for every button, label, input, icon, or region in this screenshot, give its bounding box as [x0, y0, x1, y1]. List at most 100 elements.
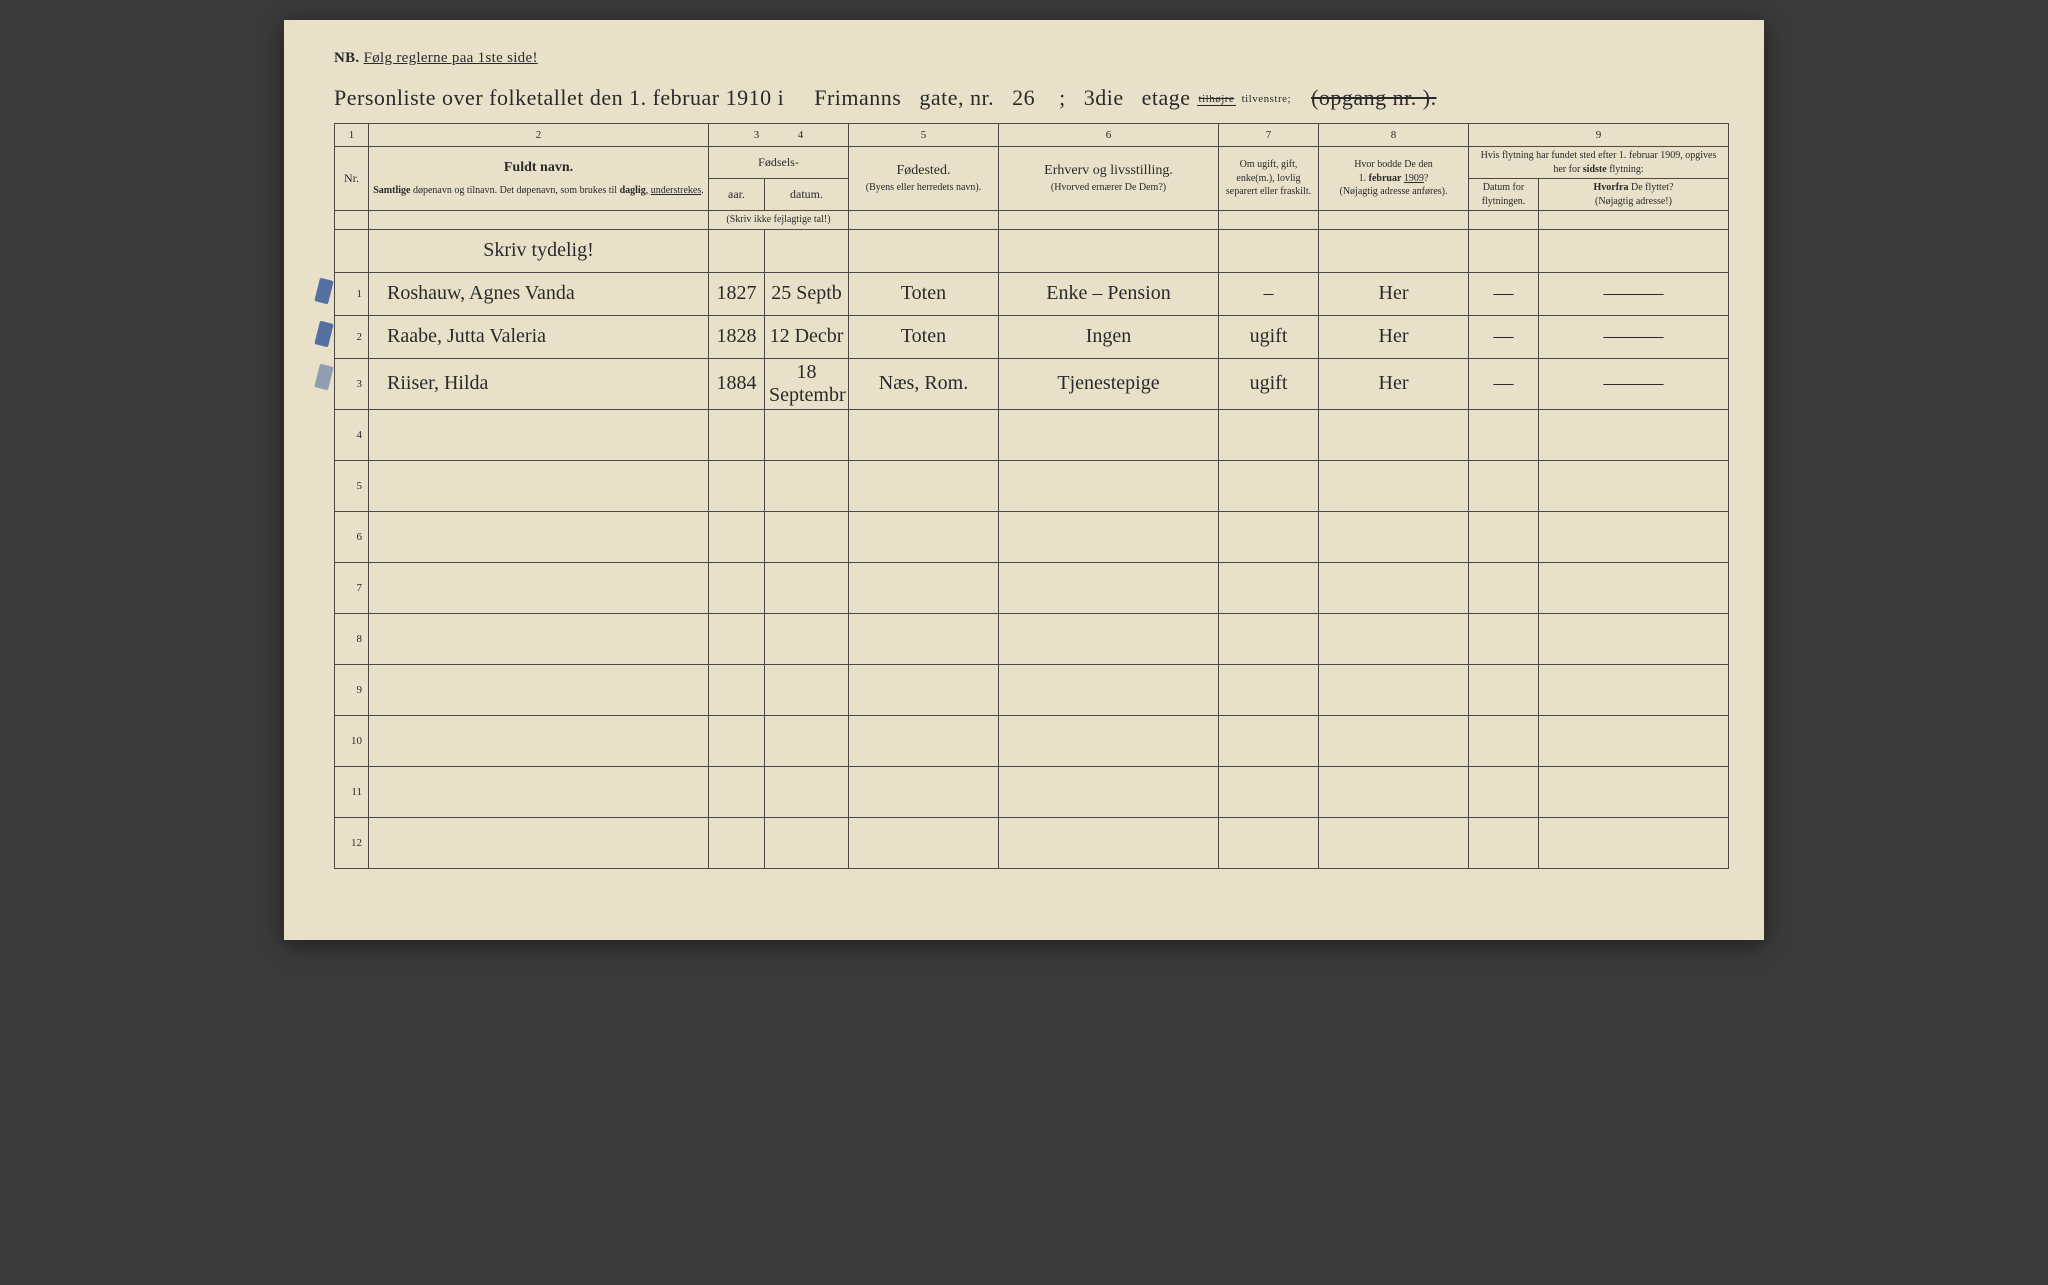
colnum-9: 9 — [1469, 124, 1729, 147]
cell-addr: Her — [1319, 272, 1469, 315]
row-nr: 4 — [335, 409, 369, 460]
hdr-fodested: Fødested. (Byens eller herredets navn). — [849, 147, 999, 211]
hdr-fodested-sub: (Byens eller herredets navn). — [853, 181, 994, 195]
hdr-addr1909-sub: (Nøjagtig adresse anføres). — [1323, 185, 1464, 199]
semicolon: ; — [1059, 85, 1066, 110]
empty-row: 5 — [335, 460, 1729, 511]
row-nr: 11 — [335, 766, 369, 817]
tilhoire: tilhøjre — [1197, 93, 1237, 106]
tilvenstre: tilvenstre; — [1240, 93, 1294, 105]
hdr-erhverv-sub: (Hvorved ernærer De Dem?) — [1003, 181, 1214, 195]
row-nr: 10 — [335, 715, 369, 766]
header-row-1: Nr. Fuldt navn. Samtlige døpenavn og til… — [335, 147, 1729, 179]
side-fraction: tilhøjre tilvenstre; — [1197, 94, 1294, 105]
colnum-5: 5 — [849, 124, 999, 147]
hdr-move-from: Hvorfra De flyttet? (Nøjagtig adresse!) — [1539, 179, 1729, 211]
cell-mdate: — — [1469, 272, 1539, 315]
empty-row: 12 — [335, 817, 1729, 868]
hdr-name-title: Fuldt navn. — [373, 159, 704, 178]
title-pre: Personliste over folketallet den 1. febr… — [334, 85, 784, 110]
hdr-fodsels-sub: (Skriv ikke fejlagtige tal!) — [709, 211, 849, 230]
check-mark — [314, 320, 333, 347]
row-nr: 7 — [335, 562, 369, 613]
hint-row: Skriv tydelig! — [335, 229, 1729, 272]
colnum-7: 7 — [1219, 124, 1319, 147]
hdr-addr1909-title: Hvor bodde De den1. februar 1909? — [1323, 158, 1464, 185]
empty-row: 4 — [335, 409, 1729, 460]
empty-row: 7 — [335, 562, 1729, 613]
empty-body: 4 5 6 7 8 9 10 11 12 — [335, 409, 1729, 868]
hdr-datum: datum. — [765, 179, 849, 211]
row-nr: 2 — [335, 315, 369, 358]
row-nr: 5 — [335, 460, 369, 511]
cell-datum: 25 Septb — [765, 272, 849, 315]
opgang-nr: (opgang nr. ). — [1311, 85, 1437, 110]
row-nr: 1 — [335, 272, 369, 315]
cell-status: – — [1219, 272, 1319, 315]
colnum-6: 6 — [999, 124, 1219, 147]
cell-sted: Toten — [849, 315, 999, 358]
row-nr: 8 — [335, 613, 369, 664]
nb-label: NB. — [334, 50, 360, 66]
cell-mdate: — — [1469, 315, 1539, 358]
cell-erhverv: Tjenestepige — [999, 358, 1219, 409]
hdr-erhverv: Erhverv og livsstilling. (Hvorved ernære… — [999, 147, 1219, 211]
hint-text: Skriv tydelig! — [369, 229, 709, 272]
data-body: Skriv tydelig! 1 Roshauw, Agnes Vanda 18… — [335, 229, 1729, 409]
cell-sted: Toten — [849, 272, 999, 315]
hdr-fodested-title: Fødested. — [853, 162, 994, 181]
row-nr: 6 — [335, 511, 369, 562]
cell-addr: Her — [1319, 358, 1469, 409]
empty-row: 10 — [335, 715, 1729, 766]
colnum-2: 2 — [369, 124, 709, 147]
row-nr: 9 — [335, 664, 369, 715]
hdr-nr: Nr. — [335, 147, 369, 211]
cell-addr: Her — [1319, 315, 1469, 358]
house-nr: 26 — [1012, 85, 1035, 110]
colnum-3-4: 3 4 — [709, 124, 849, 147]
cell-name: Riiser, Hilda — [369, 358, 709, 409]
nb-text: Følg reglerne paa 1ste side! — [364, 50, 538, 66]
cell-datum: 12 Decbr — [765, 315, 849, 358]
cell-status: ugift — [1219, 358, 1319, 409]
hdr-fodsels: Fødsels- — [709, 147, 849, 179]
data-row: 2 Raabe, Jutta Valeria 1828 12 Decbr Tot… — [335, 315, 1729, 358]
empty-row: 8 — [335, 613, 1729, 664]
nb-line: NB. Følg reglerne paa 1ste side! — [334, 50, 1724, 67]
cell-aar: 1828 — [709, 315, 765, 358]
hdr-move-from-title: Hvorfra De flyttet? — [1543, 181, 1724, 195]
street-name: Frimanns — [814, 85, 901, 110]
hdr-name: Fuldt navn. Samtlige døpenavn og tilnavn… — [369, 147, 709, 211]
hdr-move-intro: Hvis flytning har fundet sted efter 1. f… — [1469, 147, 1729, 179]
row-nr: 3 — [335, 358, 369, 409]
check-mark — [314, 363, 333, 390]
cell-aar: 1827 — [709, 272, 765, 315]
cell-name: Roshauw, Agnes Vanda — [369, 272, 709, 315]
cell-sted: Næs, Rom. — [849, 358, 999, 409]
cell-aar: 1884 — [709, 358, 765, 409]
title-line: Personliste over folketallet den 1. febr… — [334, 85, 1724, 111]
data-row: 3 Riiser, Hilda 1884 18 Septembr Næs, Ro… — [335, 358, 1729, 409]
empty-row: 9 — [335, 664, 1729, 715]
empty-row: 11 — [335, 766, 1729, 817]
check-mark — [314, 277, 333, 304]
colnum-1: 1 — [335, 124, 369, 147]
cell-mdate: — — [1469, 358, 1539, 409]
hdr-status: Om ugift, gift, enke(m.), lovlig separer… — [1219, 147, 1319, 211]
cell-erhverv: Enke – Pension — [999, 272, 1219, 315]
cell-name: Raabe, Jutta Valeria — [369, 315, 709, 358]
cell-mfrom: ——— — [1539, 315, 1729, 358]
hdr-move-from-sub: (Nøjagtig adresse!) — [1543, 195, 1724, 209]
hdr-move-date: Datum for flytningen. — [1469, 179, 1539, 211]
column-number-row: 1 2 3 4 5 6 7 8 9 — [335, 124, 1729, 147]
hdr-name-sub: Samtlige døpenavn og tilnavn. Det døpena… — [373, 184, 704, 198]
cell-status: ugift — [1219, 315, 1319, 358]
cell-datum: 18 Septembr — [765, 358, 849, 409]
data-row: 1 Roshauw, Agnes Vanda 1827 25 Septb Tot… — [335, 272, 1729, 315]
cell-erhverv: Ingen — [999, 315, 1219, 358]
header-row-sub: (Skriv ikke fejlagtige tal!) — [335, 211, 1729, 230]
cell-mfrom: ——— — [1539, 358, 1729, 409]
census-table: 1 2 3 4 5 6 7 8 9 Nr. Fuldt navn. Samtli… — [334, 123, 1729, 869]
census-form-page: NB. Følg reglerne paa 1ste side! Personl… — [284, 20, 1764, 940]
floor-nr: 3die — [1084, 85, 1124, 110]
